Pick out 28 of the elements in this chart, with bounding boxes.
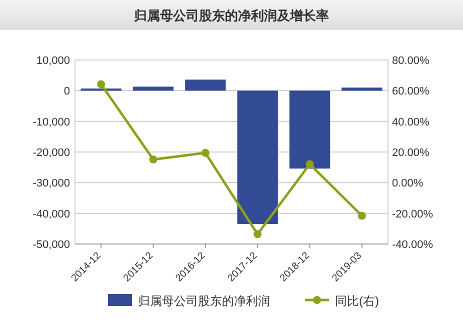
- chart-title: 归属母公司股东的净利润及增长率: [133, 8, 329, 23]
- y-tick-label: -50,000: [32, 239, 70, 251]
- point: [149, 156, 158, 164]
- bar: [185, 80, 226, 91]
- y-tick-label: 10,000: [36, 55, 70, 67]
- y2-tick-label: 60.00%: [392, 86, 430, 98]
- y-tick-label: -10,000: [32, 116, 70, 128]
- bar: [289, 90, 330, 169]
- point: [358, 212, 366, 220]
- y2-tick-label: -20.00%: [392, 208, 434, 220]
- y2-tick-label: 40.00%: [392, 116, 430, 128]
- bar: [132, 86, 174, 91]
- y-tick-label: 0: [64, 86, 70, 98]
- y2-tick-label: 80.00%: [392, 55, 430, 67]
- bar: [237, 90, 278, 224]
- bar: [342, 88, 382, 91]
- legend-label: 归属母公司股东的净利润: [138, 294, 270, 308]
- point: [306, 160, 314, 168]
- y2-tick-label: 20.00%: [392, 147, 430, 159]
- y-tick-label: -40,000: [32, 208, 70, 220]
- point: [97, 80, 106, 88]
- legend-label: 同比(右): [335, 294, 379, 308]
- point: [201, 148, 210, 157]
- point: [254, 230, 262, 238]
- y-tick-label: -30,000: [32, 178, 70, 190]
- y-tick-label: -20,000: [32, 147, 70, 159]
- y2-tick-label: 0.00%: [392, 178, 424, 190]
- y2-tick-label: -40.00%: [392, 239, 434, 251]
